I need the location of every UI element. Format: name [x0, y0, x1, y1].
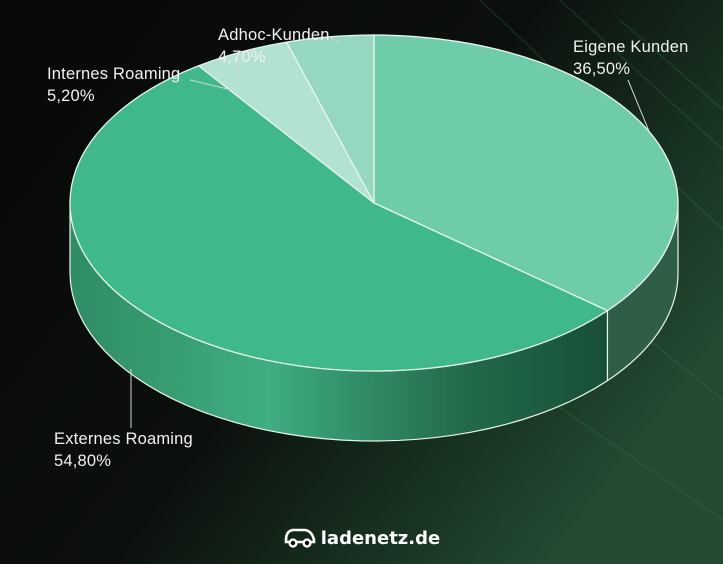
leader-line-internes-roaming — [189, 51, 242, 92]
car-icon — [283, 526, 317, 553]
brand-text: ladenetz.de — [320, 528, 441, 549]
slice-value: 4,70% — [218, 48, 266, 66]
slice-name: Adhoc-Kunden — [218, 26, 330, 44]
leader-line-adhoc-kunden — [329, 36, 341, 44]
slice-value: 36,50% — [573, 60, 631, 78]
pie-slice-externes-roaming — [69, 65, 609, 372]
slice-name: Externes Roaming — [54, 430, 193, 448]
slice-label-eigene-kunden: Eigene Kunden 36,50% — [573, 36, 688, 80]
slice-value: 5,20% — [47, 87, 95, 105]
slice-name: Internes Roaming — [47, 65, 181, 83]
slice-value: 54,80% — [54, 452, 112, 470]
leader-line-eigene-kunden — [627, 79, 650, 132]
brand-logo: ladenetz.de — [0, 526, 723, 553]
pie-slice-eigene-kunden — [373, 34, 679, 312]
slice-label-internes-roaming: Internes Roaming 5,20% — [47, 63, 180, 107]
slice-label-adhoc-kunden: Adhoc-Kunden 4,70% — [218, 24, 330, 68]
slice-name: Eigene Kunden — [573, 38, 689, 56]
slice-label-externes-roaming: Externes Roaming 54,80% — [54, 428, 193, 472]
